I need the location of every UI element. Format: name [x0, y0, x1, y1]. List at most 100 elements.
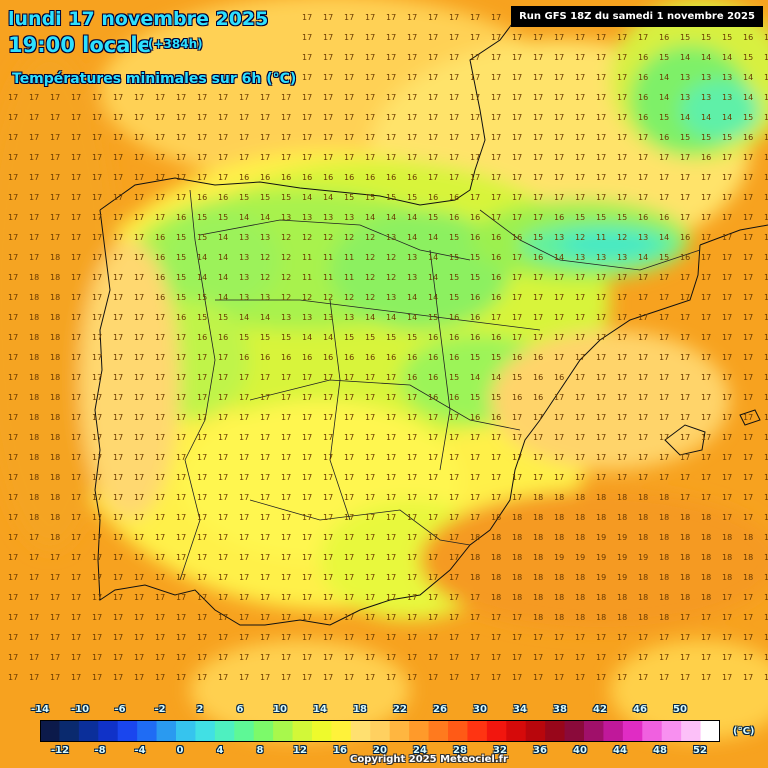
- grid-value: 17: [428, 633, 438, 642]
- grid-value: 18: [575, 533, 585, 542]
- grid-value: 18: [743, 573, 753, 582]
- grid-value: 17: [260, 673, 270, 682]
- grid-value: 17: [470, 93, 480, 102]
- grid-value: 17: [617, 333, 627, 342]
- grid-value: 18: [659, 593, 669, 602]
- grid-value: 17: [449, 93, 459, 102]
- grid-value: 18: [701, 533, 711, 542]
- grid-value: 17: [29, 613, 39, 622]
- grid-value: 17: [743, 493, 753, 502]
- grid-value: 18: [575, 593, 585, 602]
- grid-value: 17: [680, 333, 690, 342]
- grid-value: 17: [281, 493, 291, 502]
- grid-value: 17: [407, 513, 417, 522]
- grid-value: 17: [365, 413, 375, 422]
- grid-value: 17: [722, 513, 732, 522]
- grid-value: 17: [134, 313, 144, 322]
- forecast-lead-time: (+384h): [148, 37, 203, 51]
- grid-value: 17: [428, 433, 438, 442]
- grid-value: 17: [323, 33, 333, 42]
- grid-value: 17: [596, 293, 606, 302]
- grid-value: 12: [281, 293, 291, 302]
- grid-value: 17: [617, 433, 627, 442]
- grid-value: 17: [701, 453, 711, 462]
- grid-value: 14: [302, 333, 312, 342]
- grid-value: 17: [743, 253, 753, 262]
- grid-value: 17: [71, 153, 81, 162]
- grid-value: 14: [323, 333, 333, 342]
- grid-value: 16: [638, 113, 648, 122]
- grid-value: 11: [596, 233, 606, 242]
- grid-value: 17: [8, 613, 18, 622]
- grid-value: 18: [722, 553, 732, 562]
- grid-value: 18: [29, 273, 39, 282]
- grid-value: 17: [575, 313, 585, 322]
- grid-value: 15: [617, 213, 627, 222]
- grid-value: 17: [29, 113, 39, 122]
- grid-value: 17: [218, 633, 228, 642]
- grid-value: 17: [533, 193, 543, 202]
- grid-value: 17: [260, 653, 270, 662]
- grid-value: 17: [512, 133, 522, 142]
- grid-value: 18: [722, 533, 732, 542]
- grid-value: 14: [428, 233, 438, 242]
- parameter-title: Températures minimales sur 6h (°C): [12, 71, 297, 87]
- grid-value: 17: [428, 553, 438, 562]
- grid-value: 17: [302, 613, 312, 622]
- grid-value: 17: [155, 93, 165, 102]
- grid-value: 17: [8, 253, 18, 262]
- grid-value: 17: [50, 573, 60, 582]
- grid-value: 17: [113, 93, 123, 102]
- grid-value: 17: [533, 33, 543, 42]
- grid-value: 17: [764, 193, 768, 202]
- grid-value: 18: [554, 533, 564, 542]
- grid-value: 17: [491, 53, 501, 62]
- grid-value: 17: [71, 613, 81, 622]
- grid-value: 18: [512, 573, 522, 582]
- grid-value: 17: [8, 513, 18, 522]
- grid-value: 17: [113, 233, 123, 242]
- grid-value: 12: [386, 273, 396, 282]
- grid-value: 17: [722, 153, 732, 162]
- grid-value: 16: [218, 193, 228, 202]
- grid-value: 17: [533, 633, 543, 642]
- grid-value: 17: [764, 613, 768, 622]
- grid-value: 14: [554, 253, 564, 262]
- legend-swatch: [700, 720, 720, 742]
- grid-value: 15: [281, 193, 291, 202]
- grid-value: 17: [659, 673, 669, 682]
- grid-value: 18: [659, 533, 669, 542]
- grid-value: 18: [491, 553, 501, 562]
- grid-value: 18: [617, 613, 627, 622]
- grid-value: 15: [176, 273, 186, 282]
- grid-value: 17: [302, 533, 312, 542]
- grid-value: 17: [449, 613, 459, 622]
- grid-value: 17: [92, 453, 102, 462]
- grid-value: 17: [617, 33, 627, 42]
- legend-swatch: [234, 720, 255, 742]
- grid-value: 16: [428, 353, 438, 362]
- grid-value: 17: [659, 473, 669, 482]
- grid-value: 16: [533, 353, 543, 362]
- grid-value: 16: [155, 273, 165, 282]
- grid-value: 17: [92, 573, 102, 582]
- legend-tick-label: 14: [313, 704, 327, 715]
- grid-value: 17: [218, 133, 228, 142]
- grid-value: 17: [176, 453, 186, 462]
- legend-tick-label: -4: [134, 745, 146, 756]
- grid-value: 13: [302, 213, 312, 222]
- grid-value: 17: [29, 173, 39, 182]
- grid-value: 17: [113, 353, 123, 362]
- grid-value: 17: [260, 493, 270, 502]
- grid-value: 17: [386, 113, 396, 122]
- grid-value: 15: [449, 273, 459, 282]
- grid-value: 17: [92, 493, 102, 502]
- grid-value: 17: [449, 33, 459, 42]
- grid-value: 17: [113, 193, 123, 202]
- grid-value: 17: [323, 593, 333, 602]
- grid-value: 16: [407, 353, 417, 362]
- grid-value: 17: [680, 353, 690, 362]
- grid-value: 17: [302, 33, 312, 42]
- grid-value: 16: [155, 253, 165, 262]
- legend-swatch: [584, 720, 604, 742]
